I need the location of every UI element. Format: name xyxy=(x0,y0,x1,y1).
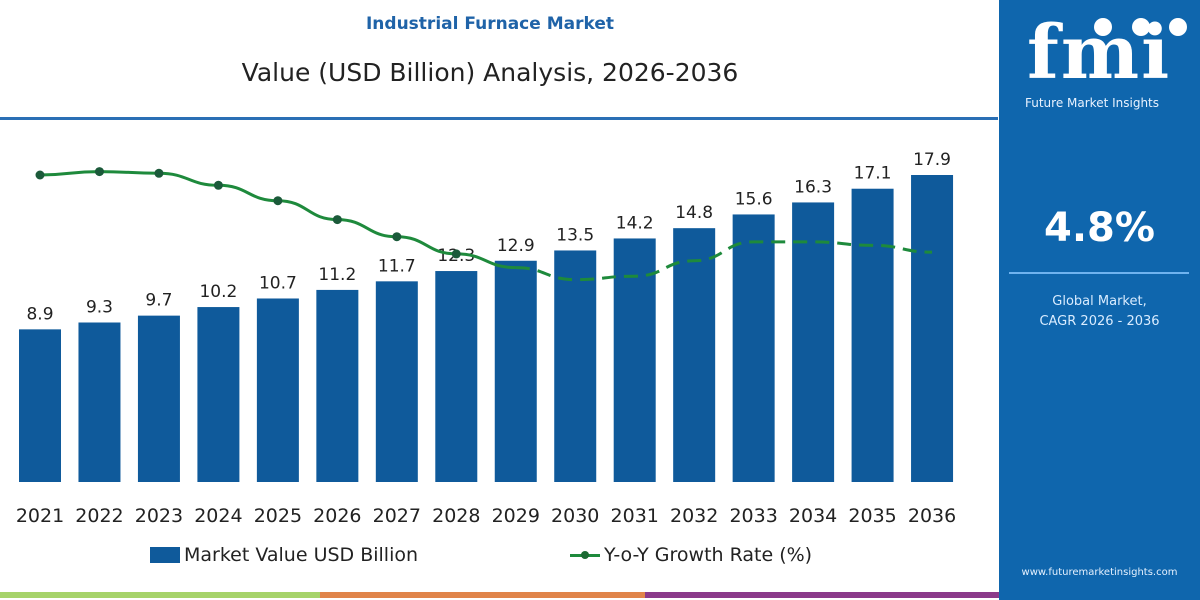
bar-value-label: 14.2 xyxy=(616,213,654,233)
x-tick-label: 2035 xyxy=(848,505,896,527)
x-tick-label: 2026 xyxy=(313,505,361,527)
panel-divider xyxy=(1009,272,1189,274)
x-tick-label: 2023 xyxy=(135,505,183,527)
legend-line-swatch xyxy=(570,550,600,559)
bar xyxy=(78,322,121,482)
cagr-label-line1: Global Market, xyxy=(1052,294,1147,309)
bar xyxy=(851,188,894,482)
bar-value-label: 10.7 xyxy=(259,273,297,293)
bar xyxy=(613,238,656,482)
bar xyxy=(375,281,418,482)
legend-bar: Market Value USD Billion xyxy=(150,544,418,566)
x-tick-label: 2028 xyxy=(432,505,480,527)
bar-value-label: 11.2 xyxy=(318,265,356,285)
x-tick-label: 2022 xyxy=(75,505,123,527)
header-divider xyxy=(0,117,998,120)
legend-line-label: Y-o-Y Growth Rate (%) xyxy=(604,544,813,566)
bar xyxy=(316,289,359,482)
growth-marker xyxy=(332,215,342,225)
bar-value-label: 17.9 xyxy=(913,150,951,170)
bar-value-label: 8.9 xyxy=(26,304,53,324)
bar-value-label: 12.9 xyxy=(497,236,535,256)
x-tick-label: 2033 xyxy=(729,505,777,527)
x-tick-label: 2030 xyxy=(551,505,599,527)
logo-subtitle: Future Market Insights xyxy=(1025,96,1160,110)
x-tick-label: 2036 xyxy=(908,505,956,527)
chart-title: Industrial Furnace Market xyxy=(365,14,614,34)
chart: 8.9 2021 9.3 2022 9.7 2023 10.2 2024 10.7 2025 11.… xyxy=(16,150,956,527)
bar-value-label: 15.6 xyxy=(735,189,773,209)
x-tick-label: 2032 xyxy=(670,505,718,527)
bar-value-label: 9.7 xyxy=(145,291,172,311)
bar-value-label: 14.8 xyxy=(675,203,713,223)
bar-value-label: 17.1 xyxy=(854,164,892,184)
cagr-label-line2: CAGR 2026 - 2036 xyxy=(1039,314,1160,329)
logo: fmi xyxy=(1027,10,1172,96)
bar-value-label: 13.5 xyxy=(556,225,594,245)
bar xyxy=(494,260,537,482)
bar xyxy=(435,271,478,482)
x-tick-label: 2025 xyxy=(254,505,302,527)
logo-icon xyxy=(1169,18,1187,36)
stripe-orange xyxy=(320,592,645,598)
chart-subtitle: Value (USD Billion) Analysis, 2026-2036 xyxy=(241,58,739,87)
growth-marker xyxy=(154,168,164,178)
bar xyxy=(19,329,61,482)
x-tick-label: 2034 xyxy=(789,505,837,527)
cagr-value: 4.8% xyxy=(1044,205,1155,251)
bar xyxy=(792,202,835,482)
bar xyxy=(197,307,240,482)
growth-marker xyxy=(94,167,104,177)
x-tick-label: 2029 xyxy=(492,505,540,527)
growth-marker xyxy=(213,180,223,190)
website-link[interactable]: www.futuremarketinsights.com xyxy=(1021,567,1178,578)
bar-value-label: 16.3 xyxy=(794,177,832,197)
legend-line: Y-o-Y Growth Rate (%) xyxy=(570,544,812,566)
growth-marker xyxy=(392,232,402,242)
bar xyxy=(732,214,775,482)
x-tick-label: 2021 xyxy=(16,505,64,527)
bar xyxy=(256,298,299,482)
bar-value-label: 11.7 xyxy=(378,256,416,276)
x-tick-label: 2027 xyxy=(373,505,421,527)
bar xyxy=(673,228,716,482)
legend-bar-swatch xyxy=(150,547,180,563)
brand-panel: fmi Future Market Insights 4.8% Global M… xyxy=(999,0,1200,600)
bar-value-label: 10.2 xyxy=(199,282,237,302)
bar xyxy=(554,250,597,482)
stripe-green xyxy=(0,592,320,598)
cagr-label: Global Market, CAGR 2026 - 2036 xyxy=(999,292,1200,332)
growth-marker xyxy=(273,196,283,206)
growth-marker xyxy=(451,249,461,259)
logo-icon xyxy=(1094,18,1112,36)
x-tick-label: 2031 xyxy=(611,505,659,527)
legend-bar-label: Market Value USD Billion xyxy=(184,544,419,566)
bar-value-label: 9.3 xyxy=(86,297,113,317)
logo-icon xyxy=(1132,18,1150,36)
bar xyxy=(137,315,180,482)
bar xyxy=(911,175,954,482)
x-tick-label: 2024 xyxy=(194,505,242,527)
stripe-purple xyxy=(645,592,999,598)
growth-line-dashed xyxy=(515,240,933,282)
growth-line-solid xyxy=(39,170,516,270)
growth-marker xyxy=(35,170,45,180)
